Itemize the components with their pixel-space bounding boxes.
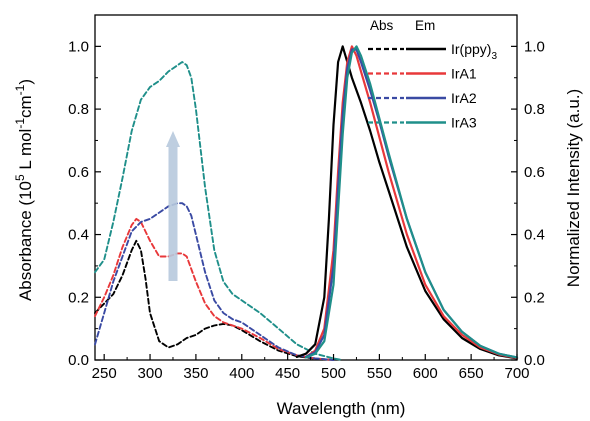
series-line-absorption-ira3 <box>94 61 344 361</box>
legend-header-abs: Abs <box>370 18 394 33</box>
increase-arrow-icon <box>166 131 180 281</box>
y-tick-label-right: 0.6 <box>524 164 545 181</box>
series-line-absorption-ira1 <box>94 217 335 361</box>
series-line-absorption-irppy3 <box>94 239 335 361</box>
y-tick-label-left: 0.4 <box>68 227 89 244</box>
x-tick-label: 700 <box>504 365 529 382</box>
y-tick-label-right: 0.8 <box>524 101 545 118</box>
y-tick-label-right: 0.0 <box>524 352 545 369</box>
y-tick-label-left: 0.6 <box>68 164 89 181</box>
y-axis-title-left: Absorbance (105 L mol-1cm-1) <box>13 79 35 301</box>
series-line-emission-ira3 <box>304 45 519 359</box>
x-axis-title: Wavelength (nm) <box>277 399 406 418</box>
legend-entries: Ir(ppy)3 IrA1 IrA2 IrA3 <box>368 41 497 131</box>
series-layer <box>94 45 519 361</box>
x-tick-label: 300 <box>138 365 163 382</box>
plot-frame <box>94 14 518 361</box>
y-tick-label-right: 0.4 <box>524 227 545 244</box>
x-tick-label: 450 <box>275 365 300 382</box>
y-tick-label-left: 0.0 <box>68 352 89 369</box>
y-axis-title-right: Normalized Intensity (a.u.) <box>564 89 583 287</box>
y-tick-label-right: 1.0 <box>524 38 545 55</box>
legend-header-em: Em <box>415 18 435 33</box>
x-tick-label: 350 <box>183 365 208 382</box>
x-tick-label: 650 <box>459 365 484 382</box>
legend-label: IrA3 <box>451 115 477 131</box>
legend-label: Ir(ppy)3 <box>451 41 497 62</box>
y-tick-label-left: 0.8 <box>68 101 89 118</box>
x-tick-label: 600 <box>413 365 438 382</box>
x-tick-label: 550 <box>367 365 392 382</box>
y-tick-label-right: 0.2 <box>524 289 545 306</box>
legend-label: IrA1 <box>451 66 477 82</box>
x-tick-label: 250 <box>92 365 117 382</box>
series-line-emission-irppy3 <box>295 45 519 360</box>
y-tick-label-left: 1.0 <box>68 38 89 55</box>
legend: Abs Em Ir(ppy)3 IrA1 IrA2 IrA3 <box>368 18 497 131</box>
x-tick-label: 400 <box>229 365 254 382</box>
plot-area <box>94 14 518 361</box>
legend-label: IrA2 <box>451 90 477 106</box>
x-tick-label: 500 <box>321 365 346 382</box>
series-line-absorption-ira2 <box>94 202 335 361</box>
y-tick-label-left: 0.2 <box>68 289 89 306</box>
